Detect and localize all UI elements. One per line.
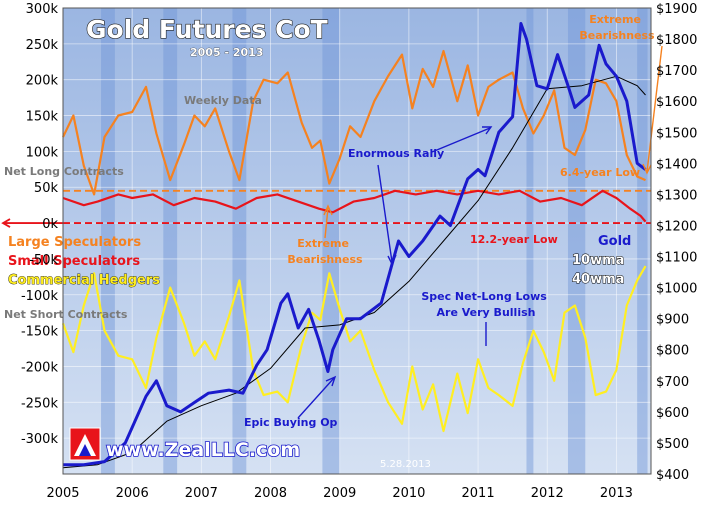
y-left-tick-label-11: -250k [21,396,59,411]
y-right-tick-label-6: $1300 [656,188,697,203]
legend-gold: Gold [598,234,631,249]
six-year-low-label: 6.4-year Low [560,166,640,179]
x-tick-label-1: 2006 [116,486,149,501]
y-left-tick-label-6: 0k [42,217,58,232]
twelve-year-low-label: 12.2-year Low [470,233,558,246]
shaded-band-3 [322,8,340,474]
plot-area [63,8,651,474]
y-left-tick-label-7: -50k [29,253,58,268]
y-left-tick-label-1: 250k [26,38,59,53]
shaded-band-2 [232,8,247,474]
legend-10wma: 10wma [572,253,624,268]
series-line-gold [63,22,647,467]
y-left-tick-label-9: -150k [21,325,59,340]
weekly-data-label: Weekly Data [184,94,262,107]
chart-subtitle: 2005 - 2013 [190,46,263,59]
series-line-large-speculators [62,49,646,196]
y-right-tick-label-14: $500 [656,437,689,452]
website-link[interactable]: www.ZealLLC.com [105,438,301,462]
series-line-small-speculators [62,189,647,223]
x-tick-label-4: 2009 [323,486,356,501]
x-tick-label-6: 2011 [462,486,495,501]
y-left-tick-label-4: 100k [26,145,59,160]
shaded-band-4 [526,8,534,474]
y-right-tick-label-7: $1200 [656,219,697,234]
legend-commercial-hedgers: Commercial Hedgers [8,273,160,288]
legend-small-speculators: Small Speculators [8,254,140,269]
zero-line-arrow [1,218,63,228]
y-left-tick-label-5: 50k [34,181,59,196]
annotation-arrows [297,45,663,419]
y-right-tick-label-11: $800 [656,344,689,359]
y-right-tick-label-1: $1800 [656,33,697,48]
shaded-band-5 [567,8,586,474]
chart-title: Gold Futures CoT [86,15,328,44]
y-right-tick-label-8: $1100 [656,251,697,266]
y-right-tick-label-2: $1700 [656,64,697,79]
y-left-tick-label-10: -200k [21,360,59,375]
zeal-logo [69,427,101,461]
x-tick-label-3: 2008 [254,486,287,501]
y-right-tick-label-5: $1400 [656,157,697,172]
y-right-tick-label-0: $1900 [656,2,697,17]
legend-large-speculators: Large Speculators [8,235,141,250]
y-left-tick-label-12: -300k [21,432,59,447]
extreme-bearishness-mid: Extreme Bearishness [287,237,363,266]
series-line-commercial-hedgers [61,265,647,433]
y-right-tick-label-15: $400 [656,468,689,483]
x-tick-label-7: 2012 [531,486,564,501]
y-right-tick-label-10: $900 [656,313,689,328]
y-right-tick-label-4: $1500 [656,126,697,141]
extreme-bearishness-top: Extreme Bearishness [579,13,655,42]
x-tick-label-0: 2005 [46,486,79,501]
x-tick-label-2: 2007 [185,486,218,501]
y-left-tick-label-2: 200k [26,74,59,89]
x-tick-label-8: 2013 [600,486,633,501]
plot-border [62,7,652,475]
y-right-tick-label-12: $700 [656,375,689,390]
shaded-band-1 [163,8,178,474]
chart-date: 5.28.2013 [380,459,431,470]
y-right-tick-label-13: $600 [656,406,689,421]
spec-net-long-lows-label: Spec Net-Long Lows Are Very Bullish [421,290,550,319]
enormous-rally-label: Enormous Rally [348,147,444,160]
y-right-tick-label-3: $1600 [656,95,697,110]
y-right-tick-label-9: $1000 [656,282,697,297]
epic-buying-op-label: Epic Buying Op [244,416,338,429]
legend-40wma: 40wma [572,272,624,287]
y-left-tick-label-8: -100k [21,289,59,304]
net-short-label: Net Short Contracts [4,308,128,321]
net-long-label: Net Long Contracts [4,165,124,178]
series-line-40wma [62,75,646,469]
y-left-tick-label-3: 150k [26,110,59,125]
x-tick-label-5: 2010 [392,486,425,501]
y-left-tick-label-0: 300k [26,2,59,17]
shaded-band-6 [637,8,648,474]
